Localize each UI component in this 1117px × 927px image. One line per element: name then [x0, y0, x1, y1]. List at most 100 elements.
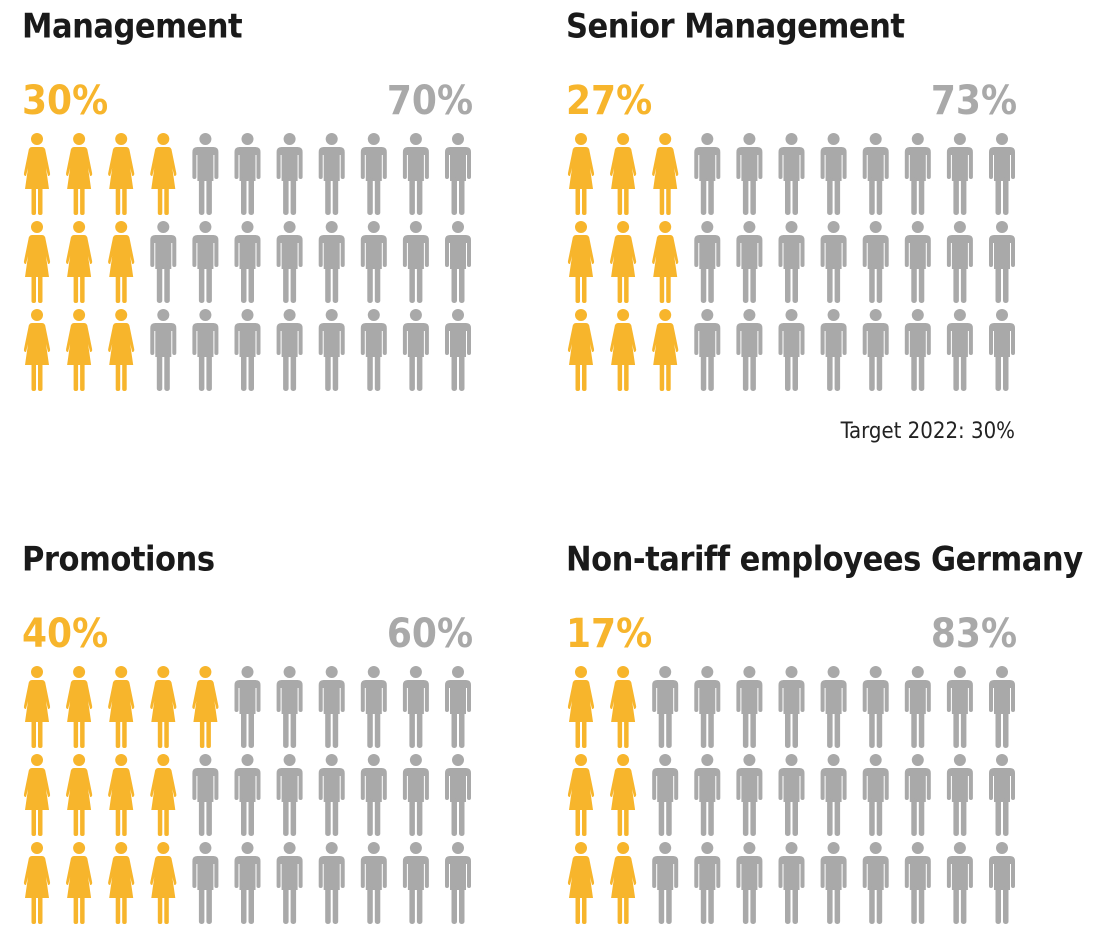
annotation: Target 2022: 30% [840, 419, 1015, 444]
man-icon [445, 754, 471, 836]
man-icon [192, 842, 219, 924]
man-icon [820, 133, 847, 215]
woman-icon [567, 221, 595, 303]
woman-icon [567, 133, 595, 215]
man-icon [234, 309, 261, 391]
man-icon [946, 133, 973, 215]
man-icon [360, 309, 387, 391]
man-icon [402, 309, 429, 391]
man-icon [318, 754, 345, 836]
woman-icon [66, 133, 93, 215]
man-icon [445, 221, 471, 303]
man-icon [820, 754, 847, 836]
woman-icon [108, 842, 135, 924]
woman-icon [610, 754, 637, 836]
man-icon [862, 754, 889, 836]
man-icon [736, 754, 763, 836]
man-icon [694, 309, 721, 391]
man-icon [276, 133, 303, 215]
man-icon [234, 754, 261, 836]
man-icon [318, 842, 345, 924]
man-icon [694, 221, 721, 303]
man-icon [946, 842, 973, 924]
woman-icon [66, 309, 93, 391]
man-icon [318, 133, 345, 215]
man-icon [989, 133, 1015, 215]
woman-icon [652, 221, 679, 303]
man-icon [820, 842, 847, 924]
woman-icon [652, 133, 679, 215]
man-icon [820, 221, 847, 303]
woman-icon [108, 133, 135, 215]
panel-title: Management [22, 7, 242, 47]
percent-label: 70% [387, 78, 473, 124]
man-icon [946, 221, 973, 303]
man-icon [402, 754, 429, 836]
man-icon [276, 309, 303, 391]
man-icon [652, 666, 679, 748]
percent-label: 60% [387, 611, 473, 657]
man-icon [736, 842, 763, 924]
man-icon [276, 754, 303, 836]
woman-icon [66, 842, 93, 924]
man-icon [694, 666, 721, 748]
woman-icon [567, 309, 595, 391]
panel: Senior Management 27% 73% Target 2022: 30% [566, 7, 1017, 445]
man-icon [234, 133, 261, 215]
man-icon [150, 309, 177, 391]
man-icon [402, 842, 429, 924]
man-icon [652, 842, 679, 924]
woman-icon [567, 842, 595, 924]
man-icon [736, 666, 763, 748]
man-icon [904, 842, 931, 924]
woman-icon [66, 754, 93, 836]
man-icon [820, 666, 847, 748]
woman-icon [567, 754, 595, 836]
woman-icon [108, 666, 135, 748]
man-icon [318, 309, 345, 391]
man-icon [445, 842, 471, 924]
man-icon [192, 754, 219, 836]
man-icon [192, 221, 219, 303]
man-icon [736, 309, 763, 391]
woman-icon [66, 221, 93, 303]
percent-label: 73% [931, 78, 1017, 124]
man-icon [360, 666, 387, 748]
man-icon [989, 221, 1015, 303]
man-icon [862, 842, 889, 924]
man-icon [694, 842, 721, 924]
man-icon [989, 309, 1015, 391]
woman-icon [23, 754, 51, 836]
woman-icon [567, 666, 595, 748]
man-icon [276, 842, 303, 924]
man-icon [652, 754, 679, 836]
woman-icon [108, 221, 135, 303]
woman-icon [150, 133, 177, 215]
man-icon [445, 133, 471, 215]
man-icon [318, 666, 345, 748]
man-icon [778, 309, 805, 391]
man-icon [778, 842, 805, 924]
man-icon [862, 221, 889, 303]
man-icon [360, 842, 387, 924]
percent-label: 30% [22, 78, 108, 124]
woman-icon [66, 666, 93, 748]
man-icon [989, 754, 1015, 836]
percent-label: 83% [931, 611, 1017, 657]
man-icon [234, 842, 261, 924]
man-icon [694, 754, 721, 836]
man-icon [862, 133, 889, 215]
man-icon [276, 221, 303, 303]
woman-icon [23, 221, 51, 303]
man-icon [402, 221, 429, 303]
man-icon [989, 842, 1015, 924]
man-icon [276, 666, 303, 748]
man-icon [360, 221, 387, 303]
man-icon [360, 133, 387, 215]
man-icon [445, 666, 471, 748]
woman-icon [150, 666, 177, 748]
man-icon [778, 754, 805, 836]
man-icon [360, 754, 387, 836]
woman-icon [150, 842, 177, 924]
